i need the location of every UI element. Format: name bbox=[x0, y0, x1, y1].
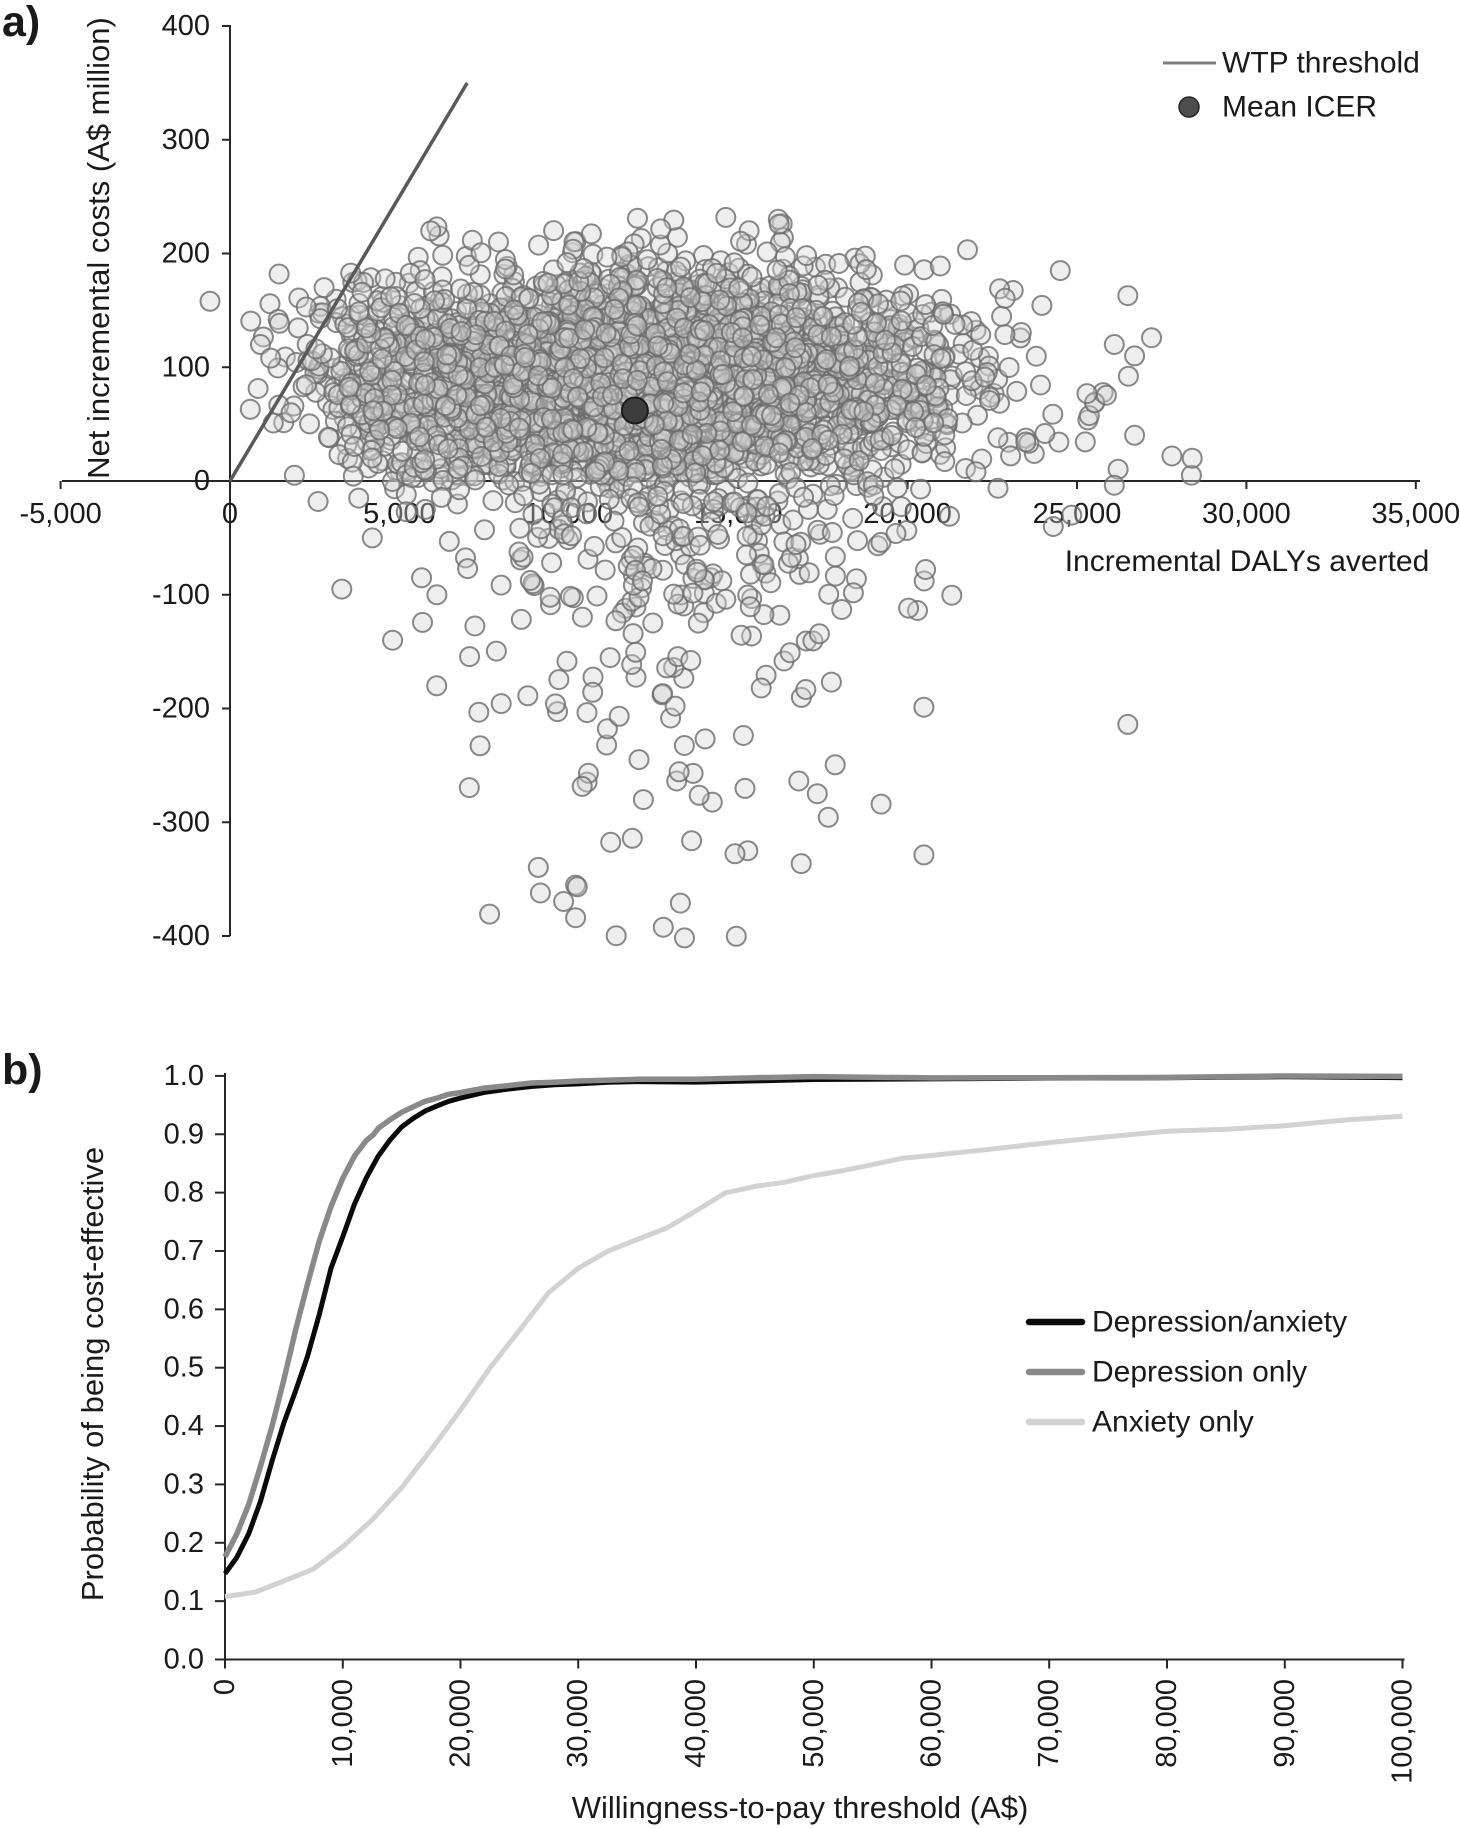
svg-text:0.8: 0.8 bbox=[164, 1177, 204, 1209]
svg-text:100: 100 bbox=[162, 351, 210, 383]
svg-text:100,000: 100,000 bbox=[1387, 1679, 1419, 1784]
svg-text:Net incremental costs (A$ mill: Net incremental costs (A$ million) bbox=[81, 17, 116, 479]
svg-text:a): a) bbox=[2, 0, 40, 46]
svg-text:0.4: 0.4 bbox=[164, 1410, 204, 1442]
svg-text:-5,000: -5,000 bbox=[19, 498, 101, 530]
svg-text:Depression only: Depression only bbox=[1092, 1356, 1307, 1389]
svg-text:b): b) bbox=[2, 1046, 43, 1094]
svg-text:400: 400 bbox=[162, 10, 210, 42]
svg-text:80,000: 80,000 bbox=[1151, 1679, 1183, 1768]
svg-text:0.5: 0.5 bbox=[164, 1352, 204, 1384]
svg-text:0.3: 0.3 bbox=[164, 1468, 204, 1500]
svg-text:0.6: 0.6 bbox=[164, 1293, 204, 1325]
svg-text:Probability of being cost-effe: Probability of being cost-effective bbox=[75, 1147, 110, 1601]
svg-text:Mean ICER: Mean ICER bbox=[1222, 91, 1377, 124]
svg-text:Incremental DALYs averted: Incremental DALYs averted bbox=[1065, 545, 1430, 578]
svg-text:-400: -400 bbox=[152, 920, 210, 952]
svg-text:40,000: 40,000 bbox=[680, 1679, 712, 1768]
svg-text:0.9: 0.9 bbox=[164, 1118, 204, 1150]
svg-text:0.0: 0.0 bbox=[164, 1644, 204, 1676]
svg-text:5,000: 5,000 bbox=[363, 498, 436, 530]
svg-text:0.2: 0.2 bbox=[164, 1527, 204, 1559]
svg-text:1.0: 1.0 bbox=[164, 1060, 204, 1092]
svg-text:WTP threshold: WTP threshold bbox=[1222, 47, 1420, 80]
svg-text:-200: -200 bbox=[152, 693, 210, 725]
svg-text:-100: -100 bbox=[152, 579, 210, 611]
svg-text:60,000: 60,000 bbox=[916, 1679, 948, 1768]
svg-text:Willingness-to-pay threshold (: Willingness-to-pay threshold (A$) bbox=[572, 1790, 1029, 1825]
svg-text:300: 300 bbox=[162, 124, 210, 156]
svg-text:50,000: 50,000 bbox=[798, 1679, 830, 1768]
svg-text:20,000: 20,000 bbox=[445, 1679, 477, 1768]
svg-text:-300: -300 bbox=[152, 806, 210, 838]
svg-text:0: 0 bbox=[222, 498, 238, 530]
svg-text:25,000: 25,000 bbox=[1033, 498, 1122, 530]
svg-text:200: 200 bbox=[162, 238, 210, 270]
svg-text:30,000: 30,000 bbox=[1202, 498, 1291, 530]
svg-text:0: 0 bbox=[194, 465, 210, 497]
svg-text:90,000: 90,000 bbox=[1269, 1679, 1301, 1768]
svg-text:0.7: 0.7 bbox=[164, 1235, 204, 1267]
svg-text:10,000: 10,000 bbox=[327, 1679, 359, 1768]
svg-text:0: 0 bbox=[209, 1679, 241, 1695]
svg-text:Depression/anxiety: Depression/anxiety bbox=[1092, 1306, 1347, 1339]
svg-text:70,000: 70,000 bbox=[1033, 1679, 1065, 1768]
svg-text:35,000: 35,000 bbox=[1371, 498, 1460, 530]
svg-text:0.1: 0.1 bbox=[164, 1585, 204, 1617]
svg-text:Anxiety only: Anxiety only bbox=[1092, 1406, 1254, 1439]
svg-text:30,000: 30,000 bbox=[562, 1679, 594, 1768]
